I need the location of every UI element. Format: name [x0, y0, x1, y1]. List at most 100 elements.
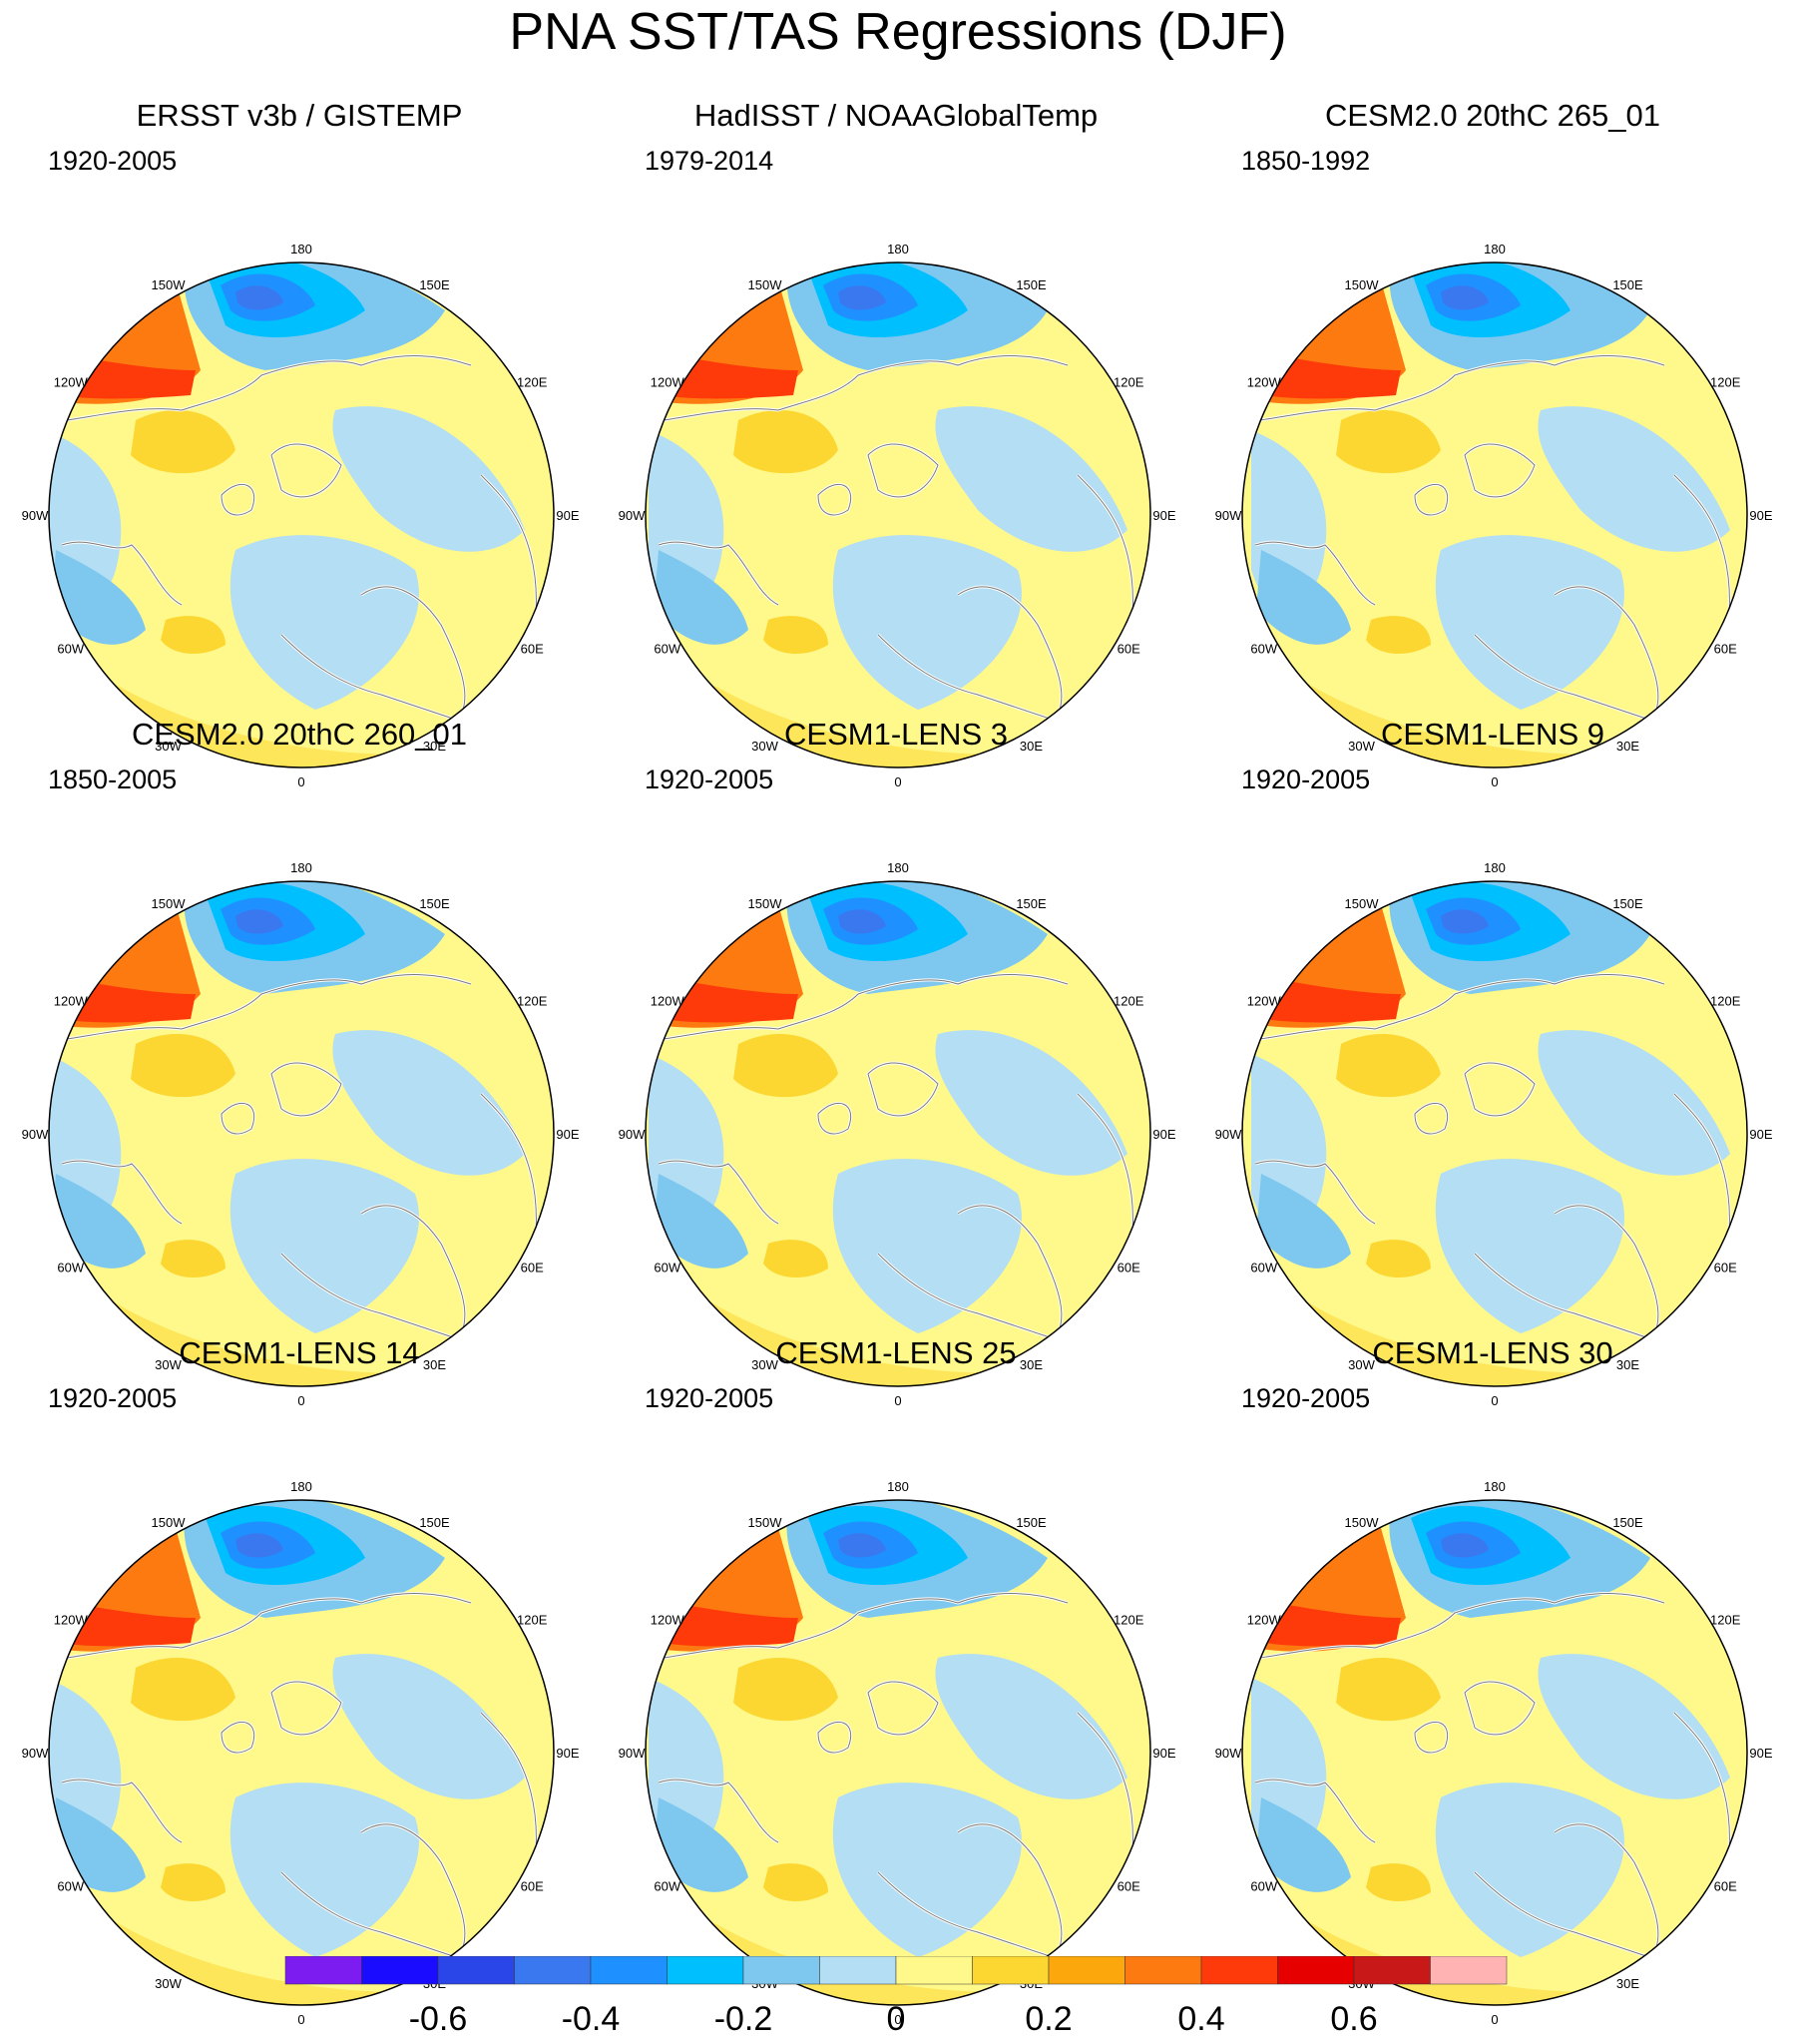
coastline	[663, 355, 1069, 421]
coastline	[66, 1593, 472, 1659]
longitude-label: 60W	[1250, 1879, 1277, 1894]
longitude-label: 0	[894, 1393, 901, 1408]
colorbar-tick-label: 0	[887, 2000, 906, 2038]
longitude-label: 0	[1491, 2012, 1498, 2027]
longitude-label: 180	[1484, 242, 1506, 256]
anomaly-region	[832, 535, 1022, 710]
longitude-label: 60E	[1714, 642, 1737, 657]
longitude-label: 120W	[651, 375, 685, 390]
longitude-label: 150W	[1345, 277, 1380, 292]
anomaly-region	[235, 909, 283, 934]
colorbar-swatch	[1200, 1956, 1278, 1985]
longitude-label: 90E	[1152, 1127, 1175, 1142]
coastline	[1259, 974, 1665, 1040]
coastline	[1554, 1823, 1659, 1953]
longitude-label: 60E	[1714, 1879, 1737, 1894]
map-panel: CESM2.0 20thC 265_01 1850-1992 180 150E 12…	[1193, 98, 1792, 789]
longitude-label: 90E	[1749, 1127, 1772, 1142]
coastline	[280, 634, 472, 726]
colorbar-swatch	[1124, 1956, 1202, 1985]
map-boundary	[48, 880, 555, 1387]
longitude-label: 180	[1484, 1479, 1506, 1494]
longitude-label: 0	[1491, 1393, 1498, 1408]
coastline	[221, 483, 255, 516]
anomaly-region	[1256, 550, 1351, 645]
coastline	[817, 1721, 852, 1754]
longitude-label: 120W	[54, 1613, 89, 1628]
coastline	[658, 1779, 779, 1843]
panel-period: 1920-2005	[1241, 765, 1371, 794]
anomaly-region	[161, 1240, 225, 1278]
coastline	[1464, 1062, 1536, 1117]
longitude-label: 180	[887, 860, 909, 875]
coastline	[66, 974, 472, 1040]
coastline	[61, 541, 183, 606]
coastline	[877, 634, 1069, 726]
anomaly-region	[1441, 909, 1489, 934]
anomaly-region	[332, 1654, 525, 1799]
coastline	[1414, 483, 1449, 516]
longitude-label: 0	[297, 1393, 304, 1408]
coastline	[1414, 1721, 1449, 1754]
map-boundary	[48, 1499, 555, 2006]
coastline	[658, 541, 779, 606]
longitude-label: 180	[1484, 860, 1506, 875]
longitude-label: 90W	[1215, 508, 1242, 523]
longitude-label: 60E	[521, 1261, 544, 1276]
longitude-label: 30W	[751, 739, 778, 754]
longitude-label: 120E	[1114, 375, 1144, 390]
colorbar-tick-label: -0.6	[409, 2000, 468, 2038]
anomaly-region	[161, 616, 225, 655]
longitude-label: 60E	[521, 642, 544, 657]
longitude-label: 0	[297, 774, 304, 789]
coastline	[61, 1160, 183, 1225]
longitude-label: 90W	[22, 1127, 49, 1142]
colorbar-swatch	[819, 1956, 897, 1985]
longitude-label: 0	[894, 2012, 901, 2027]
longitude-label: 150W	[152, 1515, 187, 1530]
anomaly-region	[235, 285, 283, 310]
longitude-label: 0	[1491, 774, 1498, 789]
anomaly-region	[1336, 410, 1441, 474]
longitude-label: 150E	[1016, 277, 1047, 292]
panel-title: HadISST / NOAAGlobalTemp	[693, 98, 1099, 133]
colorbar-tick-label: 0.2	[1025, 2000, 1072, 2038]
panel-period: 1920-2005	[645, 1383, 774, 1413]
coastline	[360, 586, 466, 716]
coastline	[1254, 541, 1376, 606]
coastline	[1259, 355, 1665, 421]
map-boundary	[645, 261, 1151, 768]
anomaly-region	[1435, 1783, 1624, 1957]
longitude-label: 0	[297, 2012, 304, 2027]
longitude-label: 60W	[57, 1261, 84, 1276]
colorbar-tick-label: -0.2	[714, 2000, 773, 2038]
coastline	[957, 586, 1063, 716]
longitude-label: 90E	[556, 1127, 579, 1142]
coastline	[867, 1062, 939, 1117]
colorbar-swatch	[1048, 1956, 1125, 1985]
anomaly-region	[332, 406, 525, 552]
longitude-label: 150E	[419, 1515, 450, 1530]
longitude-label: 60E	[521, 1879, 544, 1894]
anomaly-region	[654, 1797, 748, 1892]
anomaly-region	[1441, 1533, 1489, 1558]
anomaly-region	[832, 1159, 1022, 1333]
colorbar-swatch	[437, 1956, 515, 1985]
panel-title: CESM1-LENS 30	[1372, 1335, 1613, 1370]
longitude-label: 90W	[619, 1127, 646, 1142]
longitude-label: 90W	[22, 508, 49, 523]
colorbar-swatch	[667, 1956, 744, 1985]
longitude-label: 30E	[1616, 1357, 1639, 1372]
longitude-label: 180	[290, 242, 312, 256]
coastline	[1474, 1871, 1665, 1963]
panel-title: CESM1-LENS 25	[775, 1335, 1017, 1370]
longitude-label: 120W	[54, 375, 89, 390]
map-panel: HadISST / NOAAGlobalTemp 1979-2014 180 15…	[597, 98, 1195, 789]
longitude-label: 60E	[1714, 1261, 1737, 1276]
longitude-label: 60W	[57, 642, 84, 657]
longitude-label: 90W	[1215, 1127, 1242, 1142]
